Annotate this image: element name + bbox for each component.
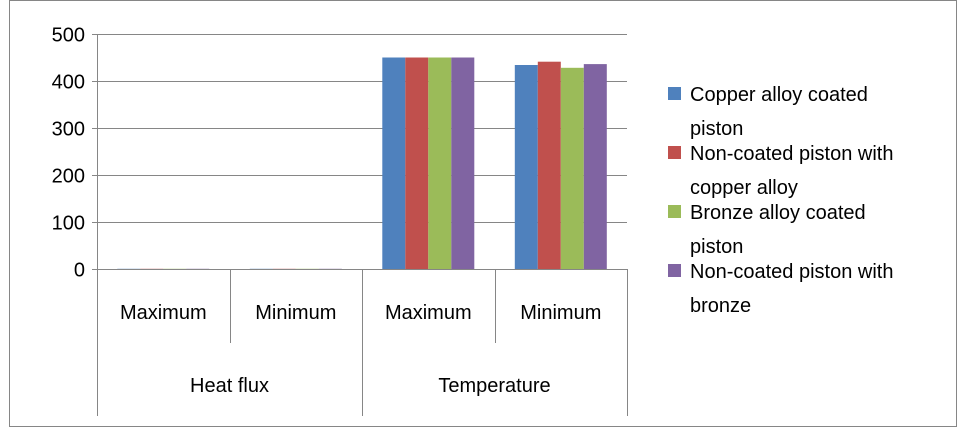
- legend-swatch: [668, 146, 681, 159]
- bar: [538, 62, 561, 269]
- legend-swatch: [668, 264, 681, 277]
- x-group-label: Heat flux: [190, 375, 269, 397]
- bar: [584, 64, 607, 269]
- bar: [561, 68, 584, 269]
- bar: [451, 58, 474, 270]
- y-tick-label: 0: [74, 260, 85, 282]
- x-category-label: Minimum: [520, 302, 601, 324]
- x-category-label: Maximum: [385, 302, 472, 324]
- x-group-label: Temperature: [438, 375, 550, 397]
- x-category-label: Maximum: [120, 302, 207, 324]
- legend-swatch: [668, 87, 681, 100]
- bar: [428, 58, 451, 270]
- y-tick-label: 500: [52, 25, 85, 47]
- x-category-label: Minimum: [255, 302, 336, 324]
- bar: [382, 58, 405, 270]
- bar: [405, 58, 428, 270]
- legend-swatch: [668, 205, 681, 218]
- bar: [515, 65, 538, 269]
- y-tick-label: 300: [52, 119, 85, 141]
- y-tick-label: 400: [52, 72, 85, 94]
- y-tick-label: 100: [52, 213, 85, 235]
- y-tick-label: 200: [52, 166, 85, 188]
